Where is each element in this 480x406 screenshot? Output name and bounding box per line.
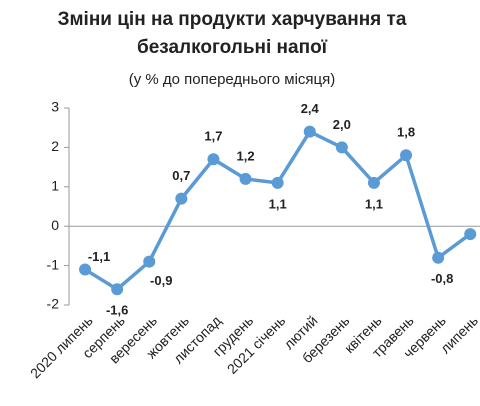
data-label: -0,9 xyxy=(150,273,172,288)
data-label: 2,0 xyxy=(333,117,351,132)
data-label: 2,4 xyxy=(301,101,320,116)
data-label: -0,8 xyxy=(431,271,453,286)
y-tick-label: 1 xyxy=(51,178,59,194)
data-label: 1,7 xyxy=(204,129,222,144)
data-point xyxy=(111,283,124,296)
data-label: 0,7 xyxy=(172,168,190,183)
data-point xyxy=(335,141,348,154)
y-tick-label: 0 xyxy=(51,217,59,233)
data-label: 1,2 xyxy=(237,148,255,163)
data-point xyxy=(175,192,188,205)
data-label: 1,8 xyxy=(397,125,415,140)
y-tick-label: 3 xyxy=(51,99,59,115)
data-label: -1,1 xyxy=(88,249,110,264)
data-point xyxy=(303,125,316,138)
data-point xyxy=(464,228,477,241)
data-point xyxy=(271,176,284,189)
data-point xyxy=(367,176,380,189)
data-point xyxy=(207,153,220,166)
y-tick-label: -2 xyxy=(47,296,60,312)
chart-title: Зміни цін на продукти харчування та xyxy=(58,9,407,30)
chart-title: безалкогольні напої xyxy=(137,37,328,58)
y-tick-label: 2 xyxy=(51,138,59,154)
data-point xyxy=(143,255,156,268)
data-point xyxy=(239,172,252,185)
data-point xyxy=(400,149,413,162)
data-point xyxy=(79,263,92,276)
data-label: 1,1 xyxy=(269,196,287,211)
y-tick-label: -1 xyxy=(47,256,60,272)
data-label: 1,1 xyxy=(365,196,383,211)
chart-subtitle: (у % до попереднього місяця) xyxy=(129,71,336,88)
data-point xyxy=(432,251,445,264)
data-label: -1,6 xyxy=(106,303,128,318)
